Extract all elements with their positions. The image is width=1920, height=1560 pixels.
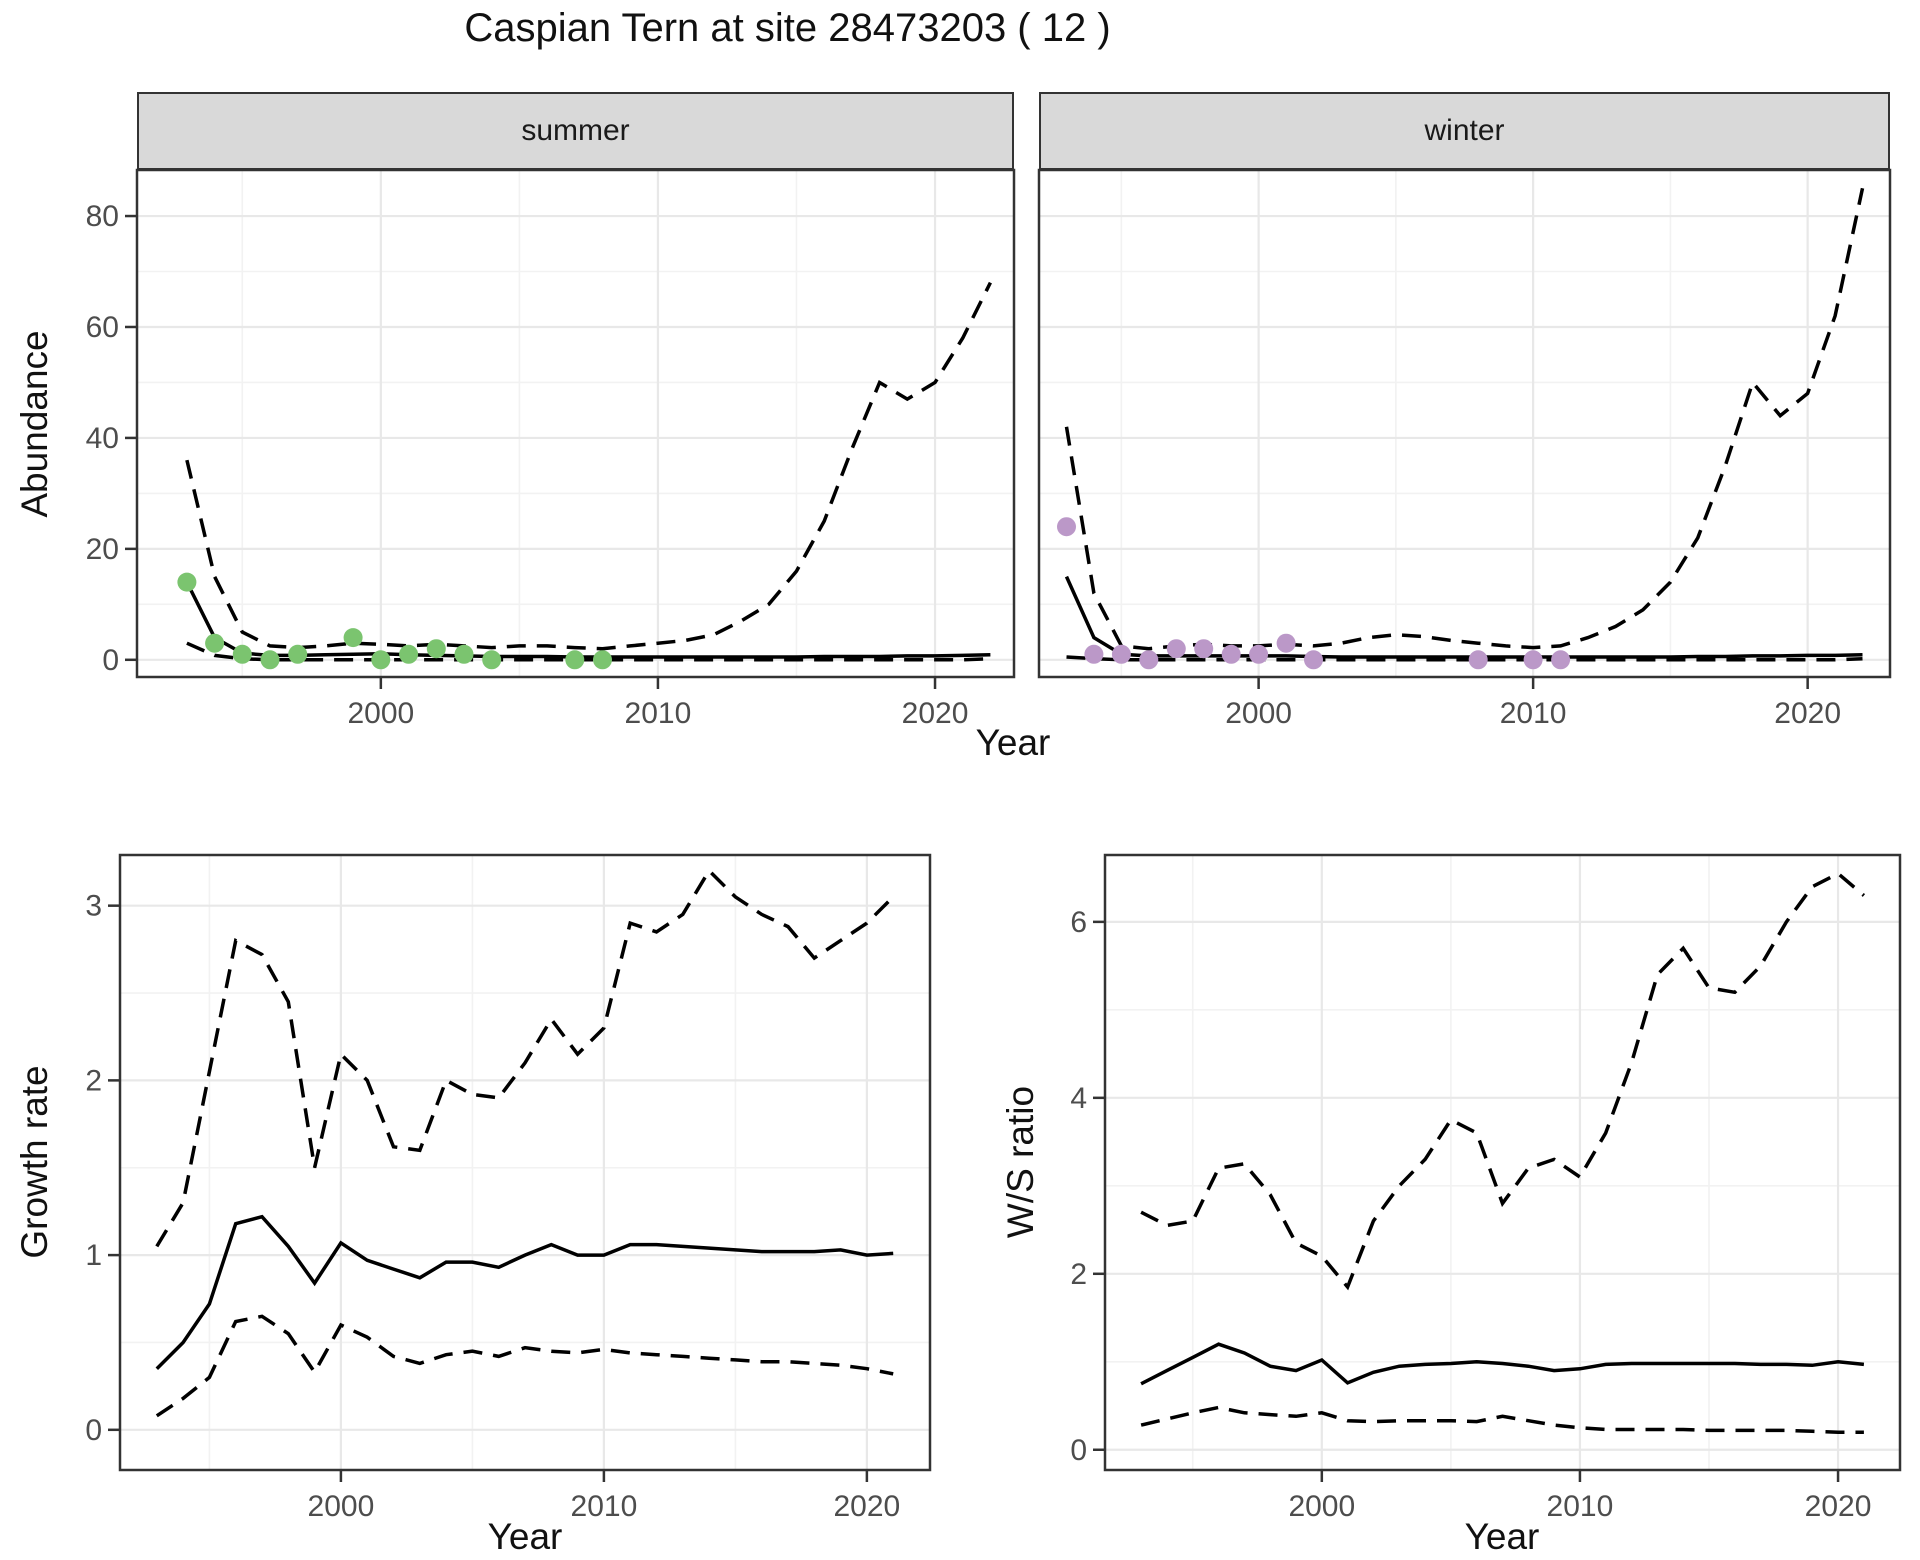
facet-strip-summer-label: summer: [521, 114, 630, 147]
y-tick-label: 1: [85, 1239, 102, 1272]
growth-panel-bg: [120, 855, 930, 1470]
observed-point: [260, 650, 280, 670]
observed-point: [343, 628, 363, 648]
median-line: [155, 1214, 894, 1370]
y-tick-label: 0: [85, 1414, 102, 1447]
x-tick-label: 2000: [347, 697, 414, 730]
facet-strip-summer: summer: [137, 92, 1014, 170]
observed-point: [1221, 644, 1241, 664]
observed-point: [205, 633, 225, 653]
observed-point: [232, 644, 252, 664]
summer-panel-border: [135, 168, 1016, 679]
observed-point: [426, 639, 446, 659]
x-tick-label: 2020: [902, 697, 969, 730]
ws-panel-border: [1103, 853, 1902, 1472]
observed-point: [1084, 644, 1104, 664]
winter-panel-border: [1037, 168, 1892, 679]
y-tick-label: 3: [85, 890, 102, 923]
observed-point: [288, 644, 308, 664]
median-line: [1140, 1342, 1865, 1386]
winter-panel-bg: [1039, 170, 1890, 677]
observed-point: [482, 650, 502, 670]
observed-point: [1304, 650, 1323, 670]
facet-strip-winter: winter: [1039, 92, 1890, 170]
observed-point: [593, 650, 612, 670]
observed-point: [1194, 639, 1214, 659]
y-axis-title-abundance: Abundance: [14, 330, 55, 518]
lower-ci-line: [1066, 655, 1863, 662]
y-tick-label: 4: [1070, 1082, 1087, 1115]
x-tick-label: 2000: [1288, 1490, 1355, 1523]
observed-point: [1276, 633, 1296, 653]
y-tick-label: 2: [1070, 1258, 1087, 1291]
upper-ci-line: [1140, 871, 1866, 1291]
x-axis-title-year-ws: Year: [1464, 1516, 1540, 1557]
observed-point: [1249, 644, 1269, 664]
facet-strip-winter-label: winter: [1424, 114, 1505, 147]
observed-point: [1057, 517, 1076, 537]
y-axis-title-ws-ratio: W/S ratio: [1000, 1085, 1041, 1239]
observed-point: [399, 644, 419, 664]
observed-point: [371, 650, 391, 670]
x-tick-label: 2000: [1225, 697, 1292, 730]
upper-ci-line: [155, 867, 895, 1248]
x-tick-label: 2000: [308, 1490, 375, 1523]
growth-panel-border: [118, 853, 932, 1472]
y-tick-label: 2: [85, 1064, 102, 1097]
observed-point: [565, 650, 585, 670]
y-axis-title-growth-rate: Growth rate: [14, 1065, 55, 1259]
observed-point: [177, 572, 197, 592]
observed-point: [1468, 650, 1488, 670]
y-tick-label: 0: [102, 644, 119, 677]
observed-point: [1111, 644, 1131, 664]
upper-ci-line: [185, 281, 992, 651]
observed-point: [1166, 639, 1186, 659]
observed-point: [454, 644, 474, 664]
x-tick-label: 2020: [1805, 1490, 1872, 1523]
x-tick-label: 2010: [625, 697, 692, 730]
y-tick-label: 40: [86, 422, 119, 455]
x-tick-label: 2020: [1774, 697, 1841, 730]
y-tick-label: 20: [86, 533, 119, 566]
lower-ci-line: [1140, 1405, 1864, 1434]
x-tick-label: 2010: [571, 1490, 638, 1523]
observed-point: [1523, 650, 1543, 670]
lower-ci-line: [155, 1314, 894, 1418]
observed-point: [1551, 650, 1571, 670]
summer-panel-bg: [137, 170, 1014, 677]
x-axis-title-year-growth: Year: [487, 1516, 563, 1557]
y-tick-label: 80: [86, 200, 119, 233]
x-tick-label: 2010: [1500, 697, 1567, 730]
lower-ci-line: [186, 641, 991, 662]
ws-panel-bg: [1105, 855, 1900, 1470]
observed-point: [1139, 650, 1159, 670]
y-tick-label: 60: [86, 311, 119, 344]
x-axis-title-year-top: Year: [975, 722, 1051, 763]
y-tick-label: 0: [1070, 1434, 1087, 1467]
x-tick-label: 2020: [834, 1490, 901, 1523]
page-title: Caspian Tern at site 28473203 ( 12 ): [464, 6, 1111, 50]
median-line: [185, 581, 991, 659]
y-tick-label: 6: [1070, 906, 1087, 939]
x-tick-label: 2010: [1547, 1490, 1614, 1523]
